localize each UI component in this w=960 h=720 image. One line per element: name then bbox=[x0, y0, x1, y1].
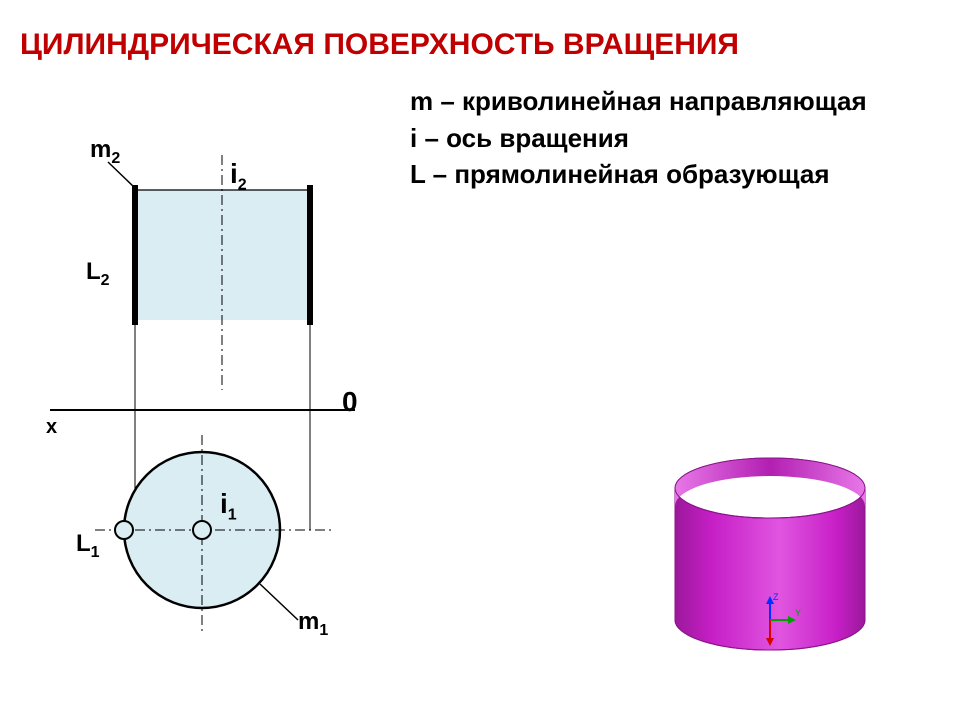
label-zero: 0 bbox=[342, 386, 358, 418]
label-i1: i1 bbox=[220, 488, 237, 525]
svg-text:Z: Z bbox=[773, 592, 779, 602]
orthographic-diagram: m2 i2 L2 0 x i1 L1 m1 bbox=[40, 130, 400, 690]
svg-text:Y: Y bbox=[795, 608, 801, 618]
cylinder-3d-svg: Y Z bbox=[660, 450, 880, 670]
legend-L: L – прямолинейная образующая bbox=[410, 158, 867, 191]
label-m2: m2 bbox=[90, 136, 120, 168]
label-i2: i2 bbox=[230, 158, 247, 195]
cylinder-3d: Y Z bbox=[660, 450, 880, 670]
label-x: x bbox=[46, 416, 57, 439]
label-m1: m1 bbox=[298, 608, 328, 640]
legend-i: i – ось вращения bbox=[410, 122, 867, 155]
label-L1: L1 bbox=[76, 530, 100, 562]
legend-m: m – криволинейная направляющая bbox=[410, 85, 867, 118]
page-title: ЦИЛИНДРИЧЕСКАЯ ПОВЕРХНОСТЬ ВРАЩЕНИЯ bbox=[20, 28, 739, 62]
label-L2: L2 bbox=[86, 258, 110, 290]
legend: m – криволинейная направляющая i – ось в… bbox=[410, 85, 867, 195]
